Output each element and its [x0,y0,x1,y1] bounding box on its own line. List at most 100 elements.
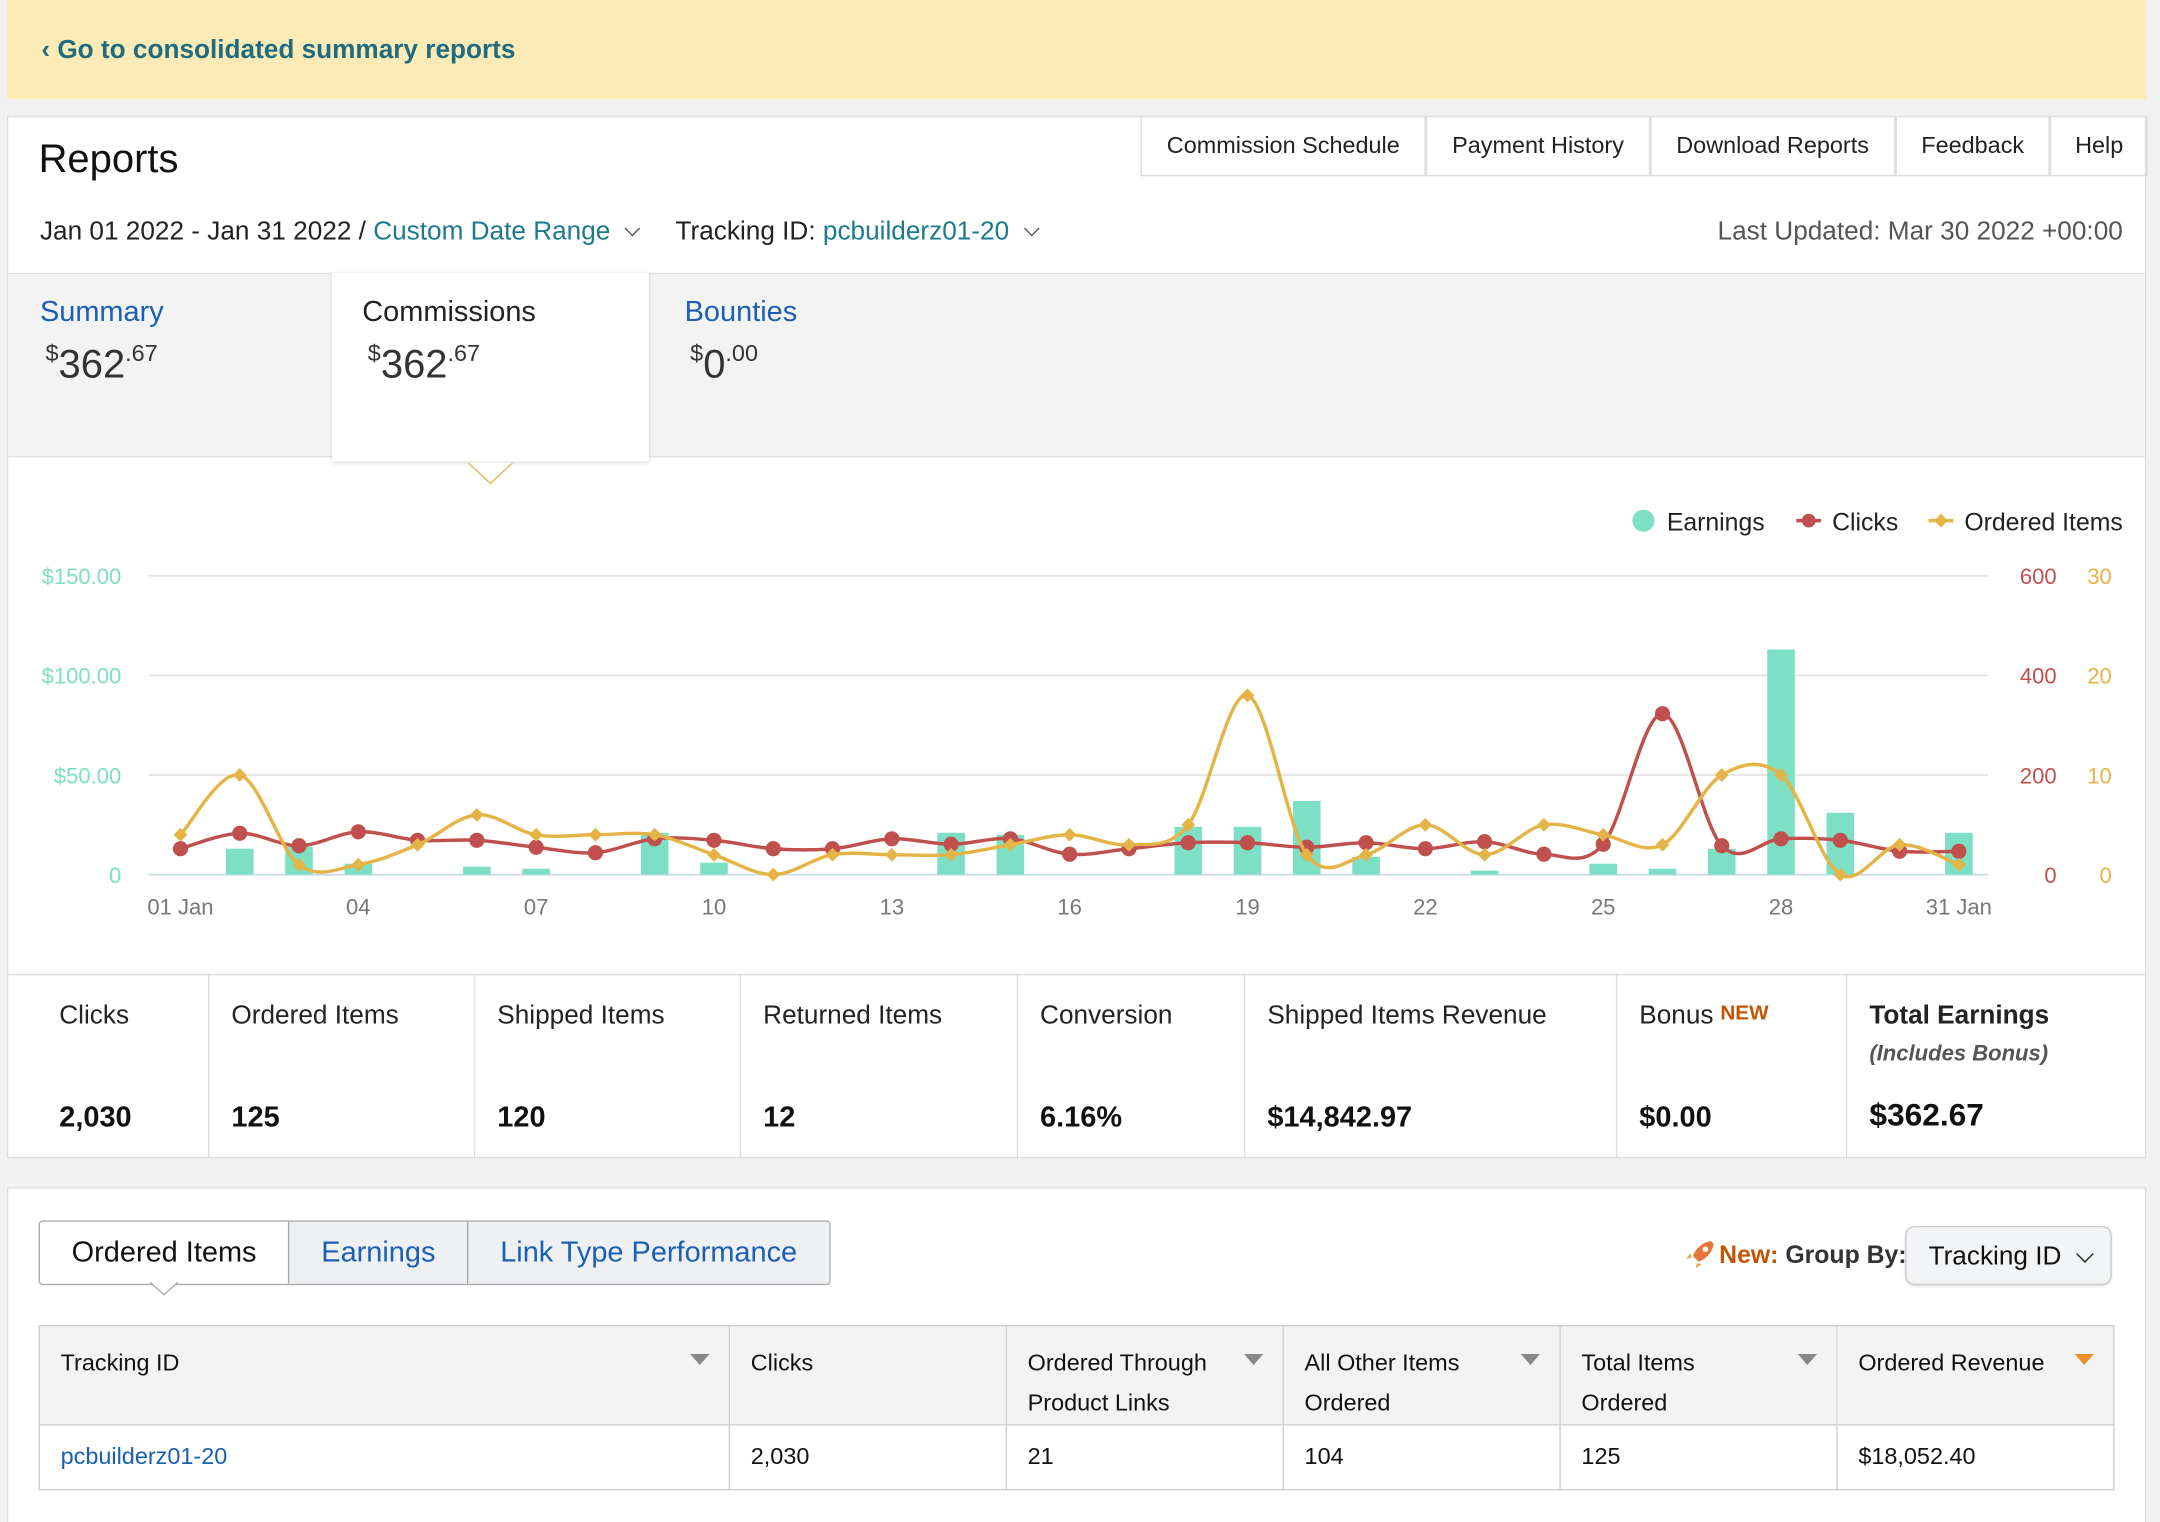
stat: Bonus NEW $0.00 [1617,975,1848,1159]
cents: .67 [125,340,158,367]
point [1833,867,1848,882]
tab-band [8,272,2145,458]
point [173,827,188,842]
cell-text: 2,030 [750,1443,810,1470]
bar [1352,856,1380,875]
stat-label: Ordered Items [231,1001,398,1031]
nav-item[interactable]: Payment History [1425,115,1651,177]
point [469,832,485,848]
point [1714,838,1730,854]
column-header-text: Tracking ID [60,1349,180,1377]
amount: 362 [58,342,126,388]
cell: 2,030 [728,1424,1007,1491]
cell-text: $18,052.40 [1858,1443,1976,1470]
x-tick-label: 13 [880,895,905,920]
point [350,824,366,840]
report-tabs: Ordered Items Earnings Link Type Perform… [38,1220,831,1286]
bar [1648,868,1677,875]
cell-link[interactable]: pcbuilderz01-20 [60,1443,228,1470]
nav-item[interactable]: Download Reports [1650,115,1896,177]
legend-marker [1934,513,1948,528]
y-tick-label: $150.00 [42,564,122,589]
point [1062,827,1077,842]
stat-value: $14,842.97 [1267,1101,1413,1134]
y-tick-label: 20 [2087,664,2112,689]
tab-label: Commissions [362,296,536,328]
point [1239,835,1256,851]
point [1892,837,1907,852]
currency: $ [690,340,704,367]
point [1180,835,1196,851]
point [1358,835,1374,851]
chart: 0 $50.00 $100.00 $150.00 0 200 400 600 0 10 20 30 01… [42,509,2123,920]
point [410,837,425,852]
column-header: Clicks [728,1325,1007,1426]
group-dropdown[interactable]: Tracking ID [1905,1225,2112,1286]
stat-label-text: Returned Items [763,1001,943,1031]
tab-pointer [467,462,514,485]
point [1951,843,1967,859]
stat-label: Total Earnings (Includes Bonus) [1869,1001,2049,1067]
cell-text: 21 [1027,1443,1054,1470]
column-header: All Other Items Ordered [1282,1325,1561,1426]
stat-value: 12 [763,1101,796,1134]
report-tab[interactable]: Ordered Items [39,1221,289,1284]
tab[interactable]: Commissions $362.67 [362,296,536,388]
nav: Commission Schedule Payment History Down… [1140,115,2149,177]
stat-label-text: Bonus [1639,1001,1714,1031]
bar [522,868,550,875]
column-header-text: Ordered Revenue [1858,1349,2045,1377]
point [529,827,544,842]
legend-label: Clicks [1832,509,1898,536]
point [1003,837,1018,852]
point [291,838,307,854]
y-tick-label: 0 [109,863,121,888]
point [1062,846,1078,862]
nav-item[interactable]: Commission Schedule [1140,115,1426,177]
stat-label-text: Ordered Items [231,1001,399,1031]
point [1477,847,1492,862]
legend-label: Ordered Items [1964,509,2122,536]
tracking-id[interactable]: pcbuilderz01-20 [822,217,1010,247]
column-header-text: Clicks [750,1349,814,1377]
stat-label-text: Shipped Items Revenue [1267,1001,1547,1031]
report-tab[interactable]: Link Type Performance [467,1221,829,1284]
point [1654,706,1671,722]
y-tick-label: 30 [2087,564,2112,589]
tab[interactable]: Summary $362.67 [40,296,164,388]
legend-marker [1801,513,1816,528]
y-tick-label: 400 [2020,664,2057,689]
cell: 125 [1559,1424,1838,1491]
point [1417,841,1433,857]
column-header-text: Ordered [1304,1389,1391,1416]
summary-link[interactable]: ‹ Go to consolidated summary reports [41,35,516,65]
point [706,832,722,848]
tab-label: Summary [39,296,164,328]
nav-item[interactable]: Help [2050,115,2149,177]
point [766,867,781,882]
stat: Returned Items 12 [741,975,1019,1159]
bar [1470,870,1499,875]
tab[interactable]: Bounties $0.00 [685,296,798,388]
report-tab[interactable]: Earnings [288,1221,468,1284]
legend-marker [1632,509,1655,532]
point [707,847,721,862]
stat-value: 125 [231,1101,280,1134]
banner: ‹ Go to consolidated summary reports [6,0,2147,100]
point [1596,827,1611,842]
date-picker[interactable]: Custom Date Range [373,217,611,247]
stat: Shipped Items 120 [475,975,742,1159]
x-tick-label: 28 [1769,895,1794,920]
nav-item[interactable]: Feedback [1895,115,2051,177]
y-tick-label: 200 [2020,763,2057,788]
currency: $ [45,340,59,367]
last-updated: Last Updated: Mar 30 2022 +00:00 [1717,217,2123,247]
table-row: pcbuilderz01-20 2,030 21 104 125 $18,052.40 [38,1424,2115,1491]
amount: 362 [380,342,448,388]
point [1773,831,1789,847]
sort-arrow [1243,1353,1264,1365]
point [1655,837,1670,852]
point [528,839,544,855]
date-row: Jan 01 2022 - Jan 31 2022 / Custom Date … [40,217,1039,248]
